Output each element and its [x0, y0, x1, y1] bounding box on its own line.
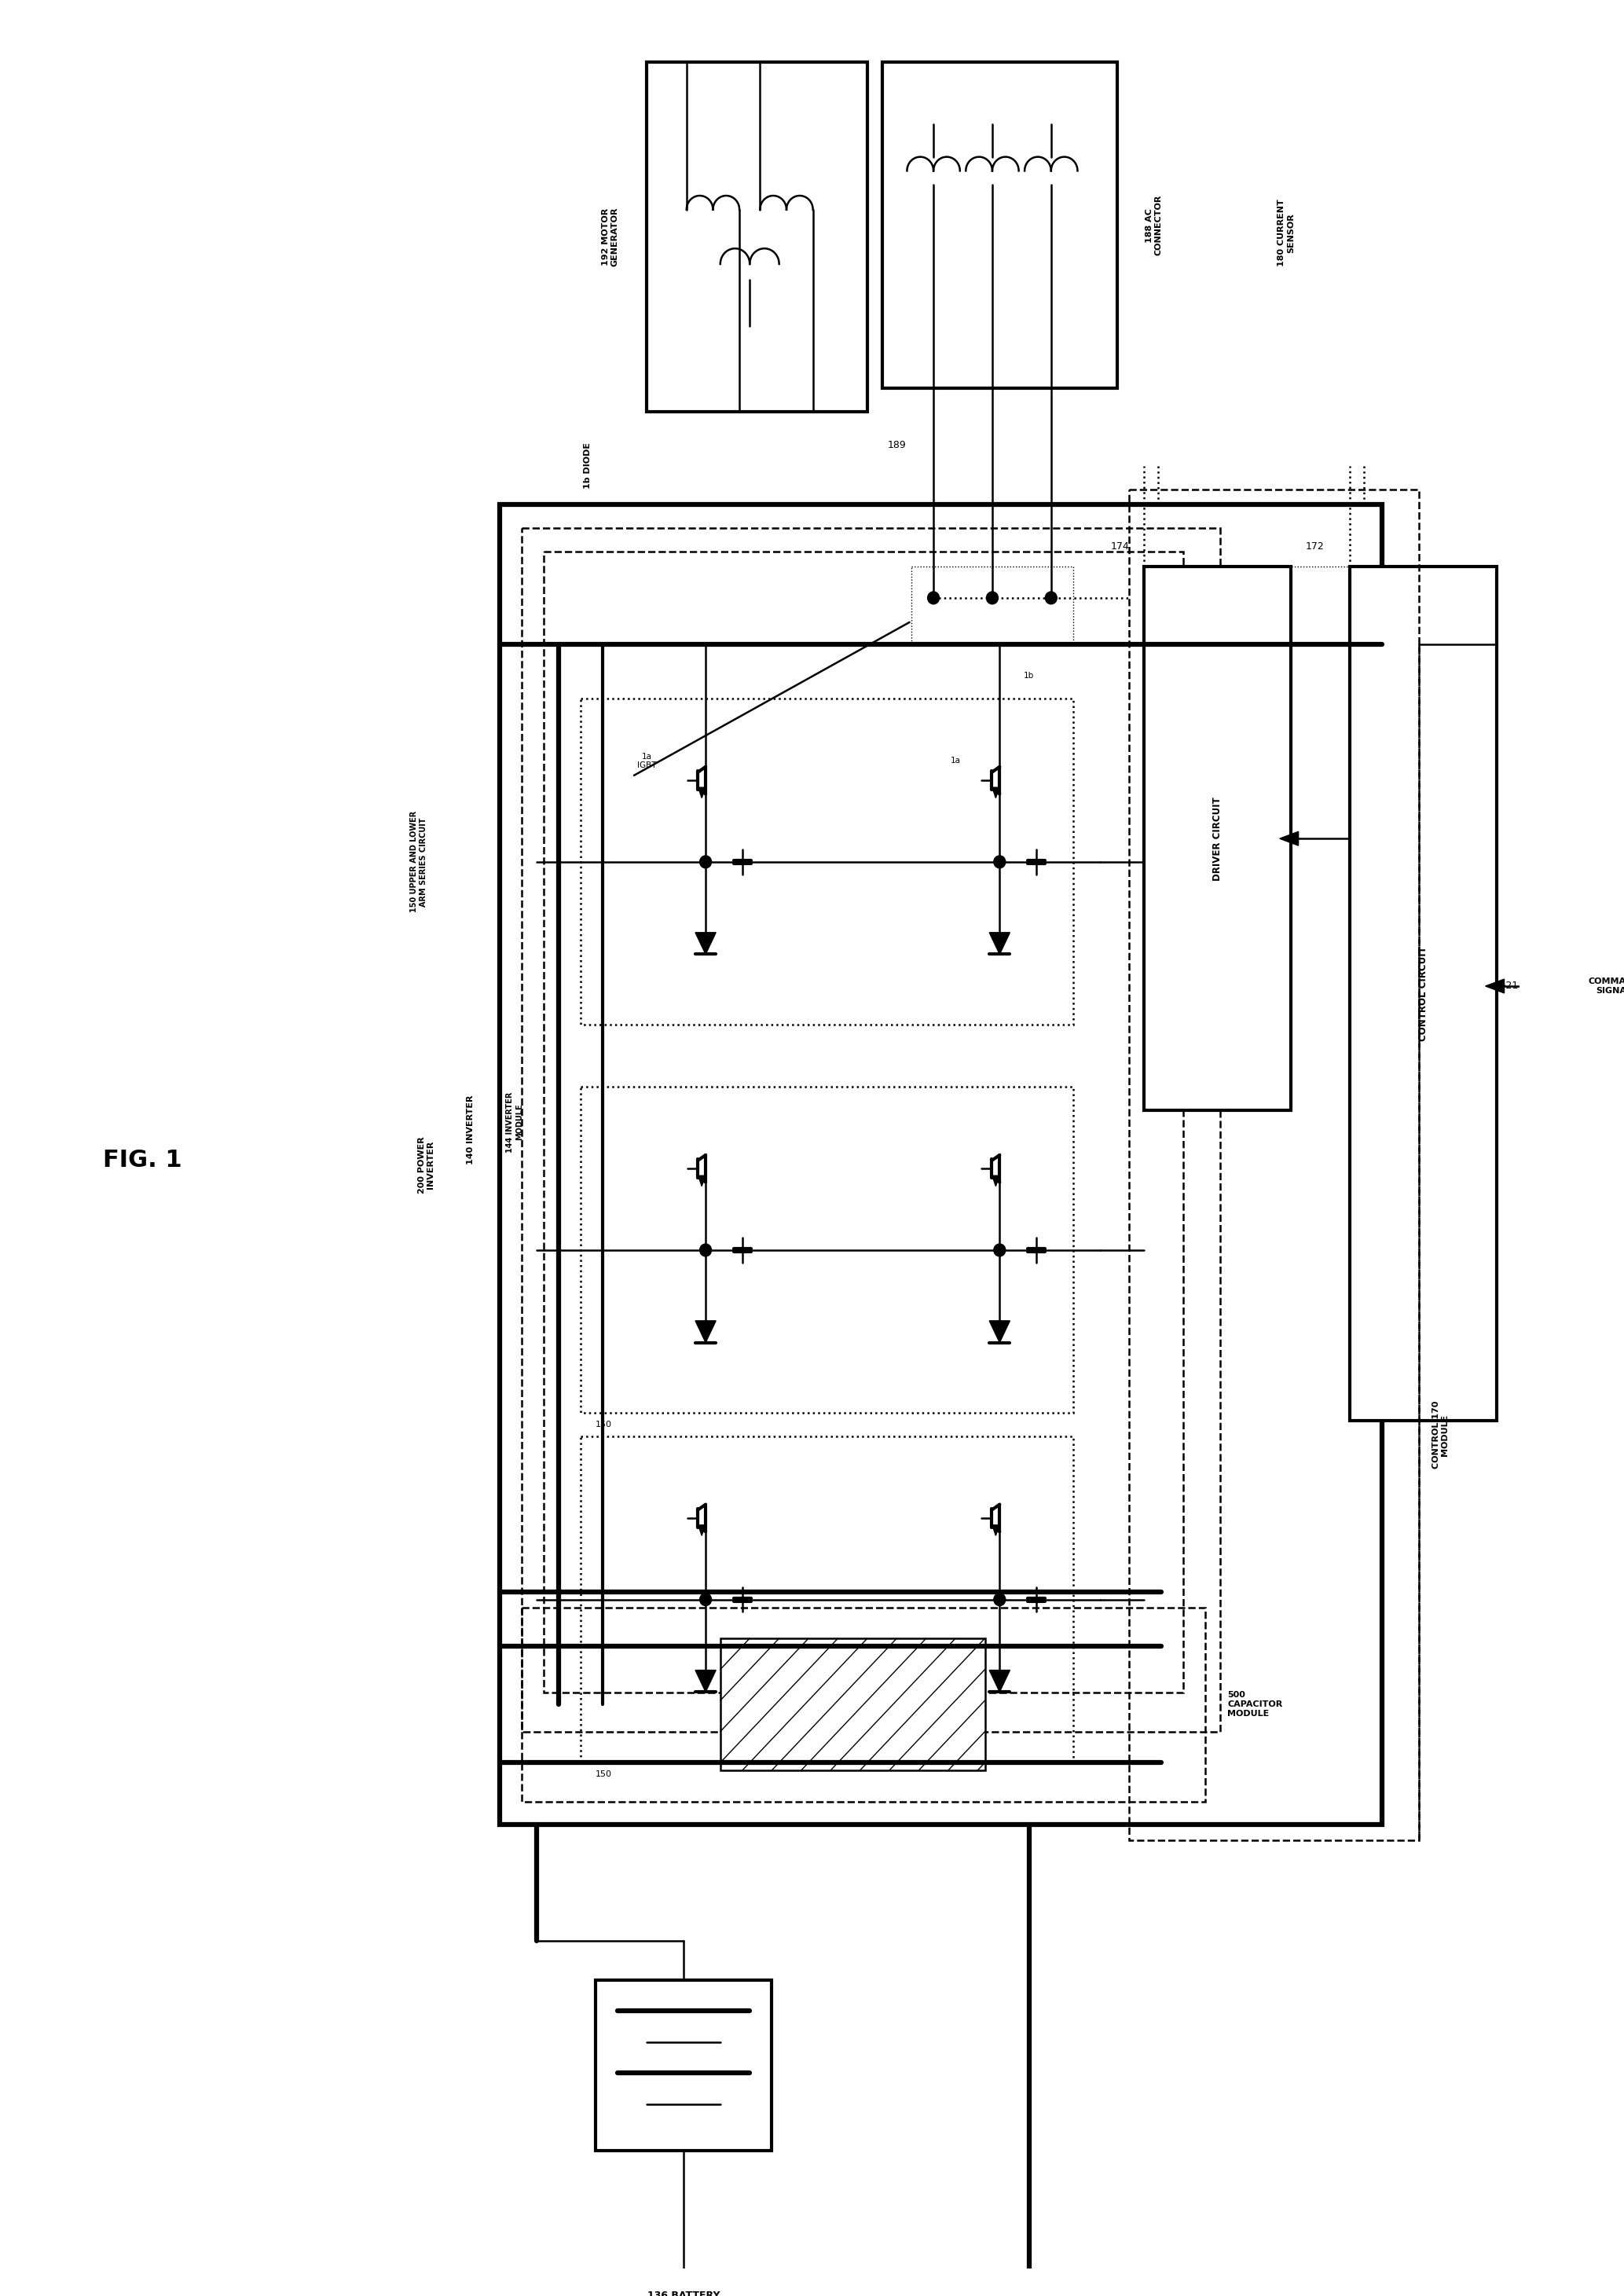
Polygon shape: [992, 1525, 999, 1536]
Polygon shape: [1522, 978, 1541, 994]
Polygon shape: [1280, 831, 1299, 845]
Circle shape: [994, 1244, 1005, 1256]
Polygon shape: [992, 1176, 999, 1187]
Bar: [721, 1639, 984, 1770]
Bar: [1350, 567, 1496, 1421]
Bar: [521, 528, 1220, 1731]
Text: 144 INVERTER
MODULE: 144 INVERTER MODULE: [507, 1091, 523, 1153]
Text: 180 CURRENT
SENSOR: 180 CURRENT SENSOR: [1278, 200, 1294, 266]
Bar: [646, 62, 867, 411]
Text: DRIVER CIRCUIT: DRIVER CIRCUIT: [1212, 797, 1223, 882]
Circle shape: [994, 1593, 1005, 1605]
Bar: [581, 1086, 1073, 1412]
Polygon shape: [992, 788, 999, 799]
Polygon shape: [989, 1320, 1010, 1343]
Text: 174: 174: [1111, 542, 1129, 551]
Text: COMMAND
SIGNAL: COMMAND SIGNAL: [1588, 978, 1624, 994]
Polygon shape: [1486, 978, 1504, 994]
Polygon shape: [698, 788, 705, 799]
Text: 1a: 1a: [950, 758, 961, 765]
Text: ~21: ~21: [1497, 980, 1518, 992]
Circle shape: [700, 856, 711, 868]
Text: 150: 150: [596, 1770, 612, 1777]
Bar: [581, 698, 1073, 1024]
Bar: [1129, 489, 1419, 1839]
Bar: [882, 62, 1117, 388]
Text: 1a
IGBT: 1a IGBT: [637, 753, 656, 769]
Text: 200 POWER
INVERTER: 200 POWER INVERTER: [417, 1137, 435, 1194]
Bar: [521, 1607, 1205, 1802]
Text: 189: 189: [887, 441, 906, 450]
Text: FIG. 1: FIG. 1: [102, 1150, 182, 1171]
Circle shape: [994, 856, 1005, 868]
Polygon shape: [695, 1669, 716, 1692]
Circle shape: [927, 592, 939, 604]
Text: CONTROL CIRCUIT: CONTROL CIRCUIT: [1418, 946, 1427, 1042]
Text: 192 MOTOR
GENERATOR: 192 MOTOR GENERATOR: [601, 207, 619, 266]
Text: 188 AC
CONNECTOR: 188 AC CONNECTOR: [1145, 195, 1163, 255]
Circle shape: [1046, 592, 1057, 604]
Text: 136 BATTERY: 136 BATTERY: [648, 2291, 719, 2296]
Text: 500
CAPACITOR
MODULE: 500 CAPACITOR MODULE: [1228, 1692, 1283, 1717]
Circle shape: [700, 1244, 711, 1256]
Bar: [596, 1979, 771, 2151]
Polygon shape: [698, 1176, 705, 1187]
Bar: [500, 505, 1382, 1825]
Text: 1b DIODE: 1b DIODE: [585, 443, 591, 489]
Circle shape: [986, 592, 999, 604]
Circle shape: [700, 1593, 711, 1605]
Text: 1b: 1b: [1023, 673, 1034, 680]
Text: 150 UPPER AND LOWER
ARM SERIES CIRCUIT: 150 UPPER AND LOWER ARM SERIES CIRCUIT: [411, 810, 427, 914]
Bar: [581, 1437, 1073, 1763]
Polygon shape: [695, 1320, 716, 1343]
Bar: [911, 567, 1073, 645]
Bar: [544, 551, 1184, 1692]
Polygon shape: [989, 932, 1010, 955]
Text: 150: 150: [596, 1421, 612, 1428]
Polygon shape: [698, 1525, 705, 1536]
Text: 140 INVERTER: 140 INVERTER: [466, 1095, 474, 1164]
Polygon shape: [989, 1669, 1010, 1692]
Bar: [1533, 877, 1624, 1095]
Polygon shape: [695, 932, 716, 955]
Text: CONTROL 170
MODULE: CONTROL 170 MODULE: [1432, 1401, 1449, 1469]
Bar: [1143, 567, 1291, 1111]
Text: 172: 172: [1306, 542, 1324, 551]
